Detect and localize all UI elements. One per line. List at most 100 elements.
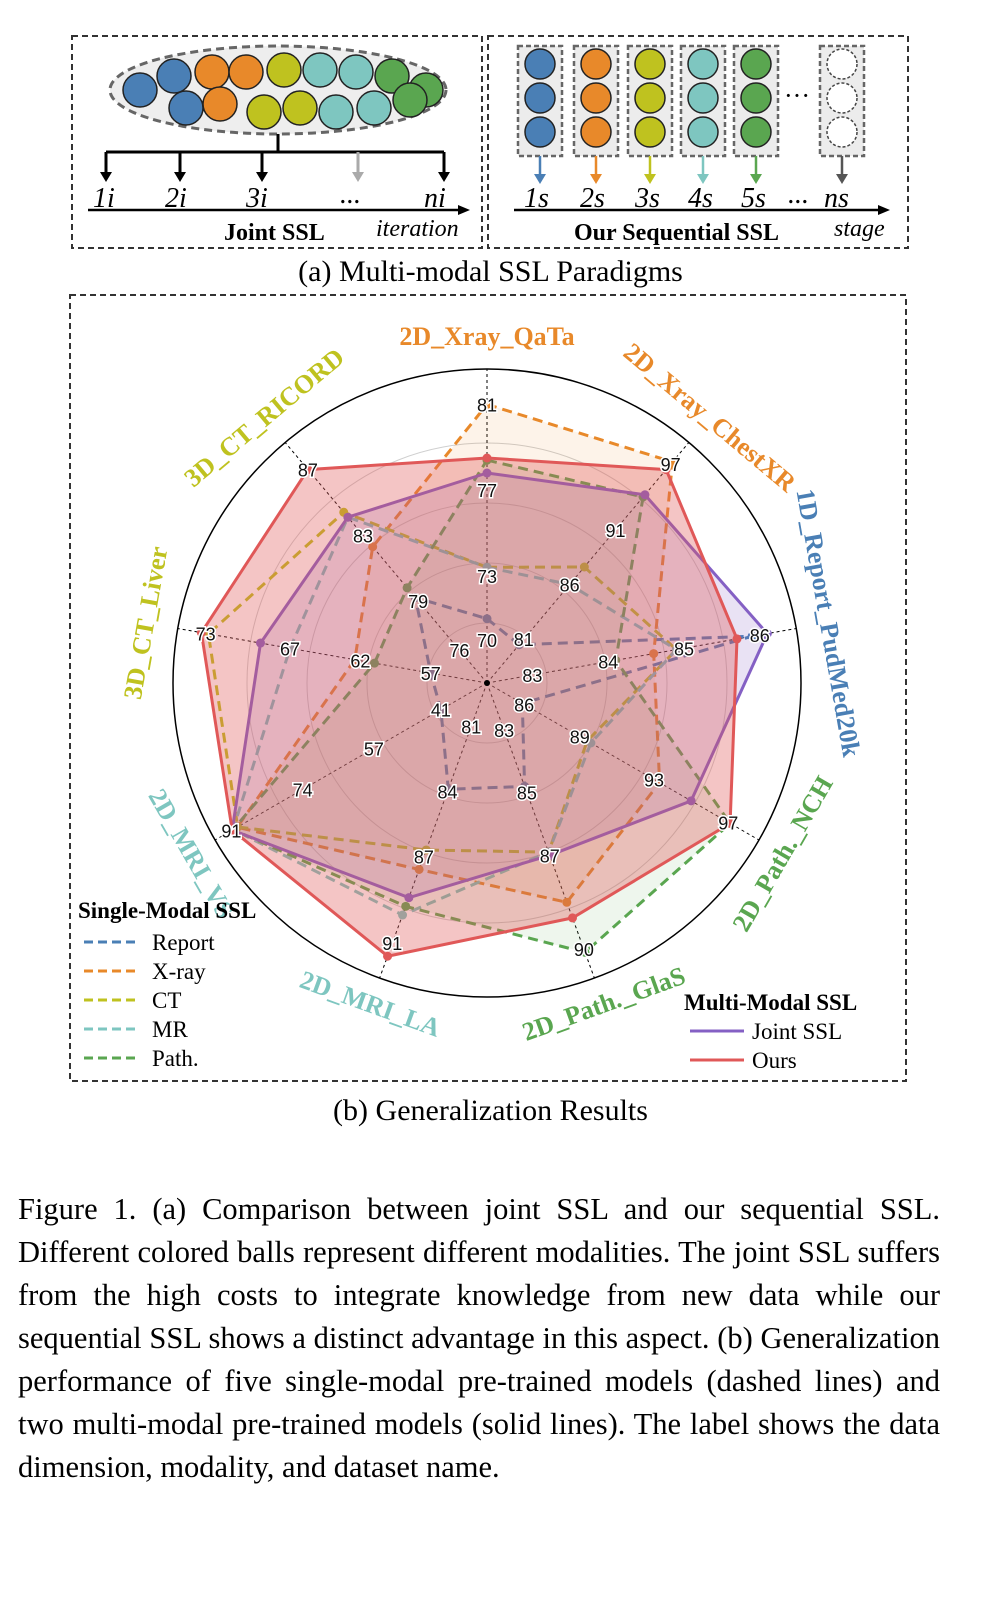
stage-arrowhead <box>590 174 602 184</box>
tick-label: 81 <box>477 395 497 415</box>
series-line-path- <box>230 458 733 955</box>
legend-single-title: Single-Modal SSL <box>78 898 256 923</box>
tick-label: 84 <box>598 653 618 673</box>
modality-ball <box>687 116 719 148</box>
seq-axis-arrow <box>878 205 890 215</box>
tick-label: 83 <box>522 666 542 686</box>
joint-axis-label: iteration <box>376 216 459 242</box>
radar-chart: 70 73 77 81 81 86 91 97 83 84 85 86 86 89 93 97 83 85 87 90… <box>69 294 907 1082</box>
modality-ball <box>580 48 612 80</box>
modality-ball <box>282 90 318 126</box>
modality-ball <box>246 94 282 130</box>
data-point <box>732 634 742 644</box>
figure-caption: Figure 1. (a) Comparison between joint S… <box>18 1192 940 1484</box>
legend-label: Ours <box>752 1048 797 1073</box>
joint-tick: 3i <box>245 183 268 214</box>
tick-label: 67 <box>280 639 300 659</box>
modality-ball <box>634 116 666 148</box>
tick-label: 81 <box>514 630 534 650</box>
joint-ssl-title: Joint SSL <box>224 220 325 246</box>
data-point <box>762 629 772 639</box>
subcaption-b: (b) Generalization Results <box>333 1094 648 1127</box>
axis-label: 3D_CT_Liver <box>118 544 173 701</box>
seq-tick: ... <box>788 179 809 210</box>
data-point <box>368 542 378 552</box>
data-point <box>667 457 677 467</box>
radar-spoke <box>486 442 690 684</box>
radar-center <box>484 680 490 686</box>
radar-frame <box>69 294 907 1082</box>
tick-label: 57 <box>364 739 384 759</box>
data-point <box>482 562 492 572</box>
data-point <box>482 453 492 463</box>
tick-label: 41 <box>431 701 451 721</box>
axis-label: 2D_Xray_QaTa <box>399 322 574 351</box>
modality-ball <box>524 82 556 114</box>
data-point <box>404 893 414 903</box>
radar-spoke <box>486 627 797 684</box>
stage-arrowhead <box>750 174 762 184</box>
data-point <box>343 512 353 522</box>
data-point <box>443 784 453 794</box>
stage-arrowhead <box>836 174 848 184</box>
axis-label: 2D_Path._NCH <box>727 771 839 936</box>
tick-label: 87 <box>298 461 318 481</box>
modality-ball <box>156 58 192 94</box>
modality-ball <box>740 48 772 80</box>
modality-ball <box>392 82 428 118</box>
empty-ball <box>826 82 858 114</box>
tick-label: 62 <box>350 652 370 672</box>
tick-label: 81 <box>461 717 481 737</box>
stage-arrowhead <box>644 174 656 184</box>
seq-axis-label: stage <box>834 216 885 242</box>
joint-iteration-tree <box>104 134 446 176</box>
empty-ball <box>826 48 858 80</box>
tick-label: 86 <box>514 695 534 715</box>
data-point <box>545 850 555 860</box>
modality-ball <box>202 86 238 122</box>
modality-ball <box>194 54 230 90</box>
legend-label: Report <box>152 930 215 955</box>
radar-tick-labels: 70 73 77 81 81 86 91 97 83 84 85 86 86 89 93 97 83 85 87 90… <box>194 394 771 962</box>
modality-ball <box>740 116 772 148</box>
data-point <box>517 698 527 708</box>
data-point <box>671 645 681 655</box>
modality-ball <box>580 82 612 114</box>
data-point <box>580 947 590 957</box>
modality-ball <box>524 116 556 148</box>
joint-tick: 1i <box>93 183 115 214</box>
tick-label: 86 <box>750 626 770 646</box>
data-point <box>686 796 696 806</box>
legend-label: Joint SSL <box>752 1019 842 1044</box>
tick-label: 89 <box>570 728 590 748</box>
stage-arrowhead <box>697 174 709 184</box>
joint-modality-balls <box>122 52 444 130</box>
legend-label: MR <box>152 1017 188 1042</box>
tick-label: 85 <box>674 639 694 659</box>
axis-label: 1D_Report_PudMed20k <box>790 487 866 760</box>
joint-axis-arrow <box>458 205 470 215</box>
data-point <box>401 901 411 911</box>
data-point <box>421 845 431 855</box>
radar-spoke <box>379 682 488 979</box>
modality-ball <box>338 54 374 90</box>
modality-ball <box>168 90 204 126</box>
tick-label: 91 <box>606 521 626 541</box>
data-point <box>303 465 313 475</box>
series-line-ct <box>206 510 679 854</box>
data-point <box>562 897 572 907</box>
modality-ball <box>634 82 666 114</box>
tick-label: 97 <box>718 813 738 833</box>
sequential-ssl-panel <box>487 35 909 249</box>
data-point <box>369 658 379 668</box>
stage-arrowhead <box>534 174 546 184</box>
data-point <box>568 913 578 923</box>
radar-spoke <box>284 442 488 684</box>
data-point <box>565 580 575 590</box>
data-point <box>514 640 524 650</box>
tick-label: 73 <box>196 624 216 644</box>
data-point <box>196 628 206 638</box>
tick-label: 84 <box>438 782 458 802</box>
tick-label: 97 <box>661 455 681 475</box>
sequential-dots: ··· <box>784 81 810 110</box>
